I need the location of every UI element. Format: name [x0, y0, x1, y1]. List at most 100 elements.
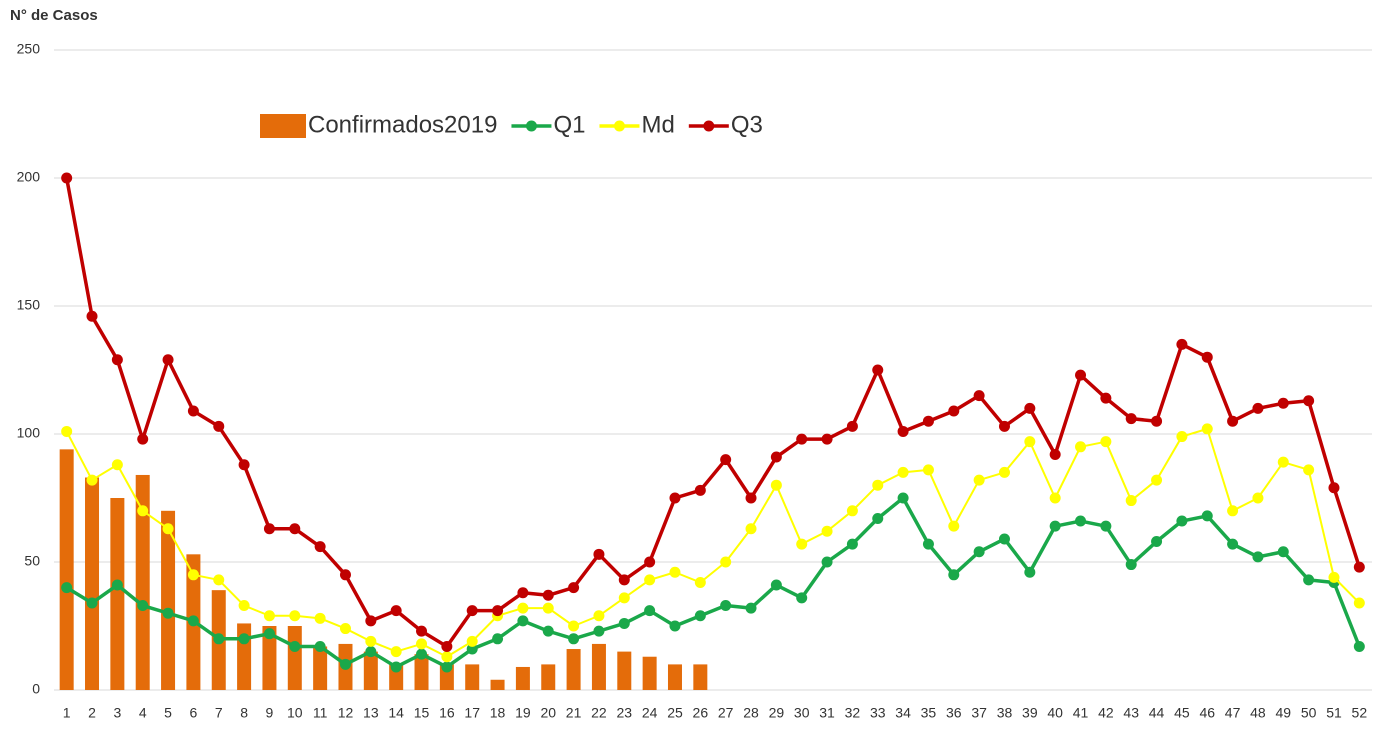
x-tick-label: 4 — [139, 705, 147, 721]
legend-swatch — [260, 114, 306, 138]
marker — [137, 600, 149, 612]
marker — [339, 623, 351, 635]
x-tick-label: 52 — [1352, 705, 1368, 721]
marker — [669, 492, 681, 504]
marker — [162, 607, 174, 619]
marker — [466, 605, 478, 617]
x-tick-label: 17 — [464, 705, 480, 721]
marker — [416, 625, 428, 637]
line — [65, 427, 1361, 658]
marker — [1049, 520, 1061, 532]
legend-marker — [613, 120, 625, 132]
marker — [238, 633, 250, 645]
marker — [390, 605, 402, 617]
marker — [1176, 431, 1188, 443]
x-tick-label: 24 — [642, 705, 658, 721]
x-tick-label: 49 — [1275, 705, 1291, 721]
marker — [1227, 415, 1239, 427]
marker — [1075, 441, 1087, 453]
marker — [821, 433, 833, 445]
x-tick-label: 41 — [1073, 705, 1089, 721]
marker — [162, 354, 174, 366]
x-tick-label: 13 — [363, 705, 379, 721]
bar — [465, 664, 480, 690]
marker — [1151, 415, 1163, 427]
bar — [566, 649, 581, 690]
marker — [1049, 492, 1061, 504]
x-tick-label: 44 — [1149, 705, 1165, 721]
marker — [669, 566, 681, 578]
x-tick-label: 30 — [794, 705, 810, 721]
marker — [1049, 448, 1061, 460]
marker — [846, 505, 858, 517]
marker — [1125, 559, 1137, 571]
marker — [922, 464, 934, 476]
marker — [1024, 436, 1036, 448]
marker — [1227, 538, 1239, 550]
bar — [110, 498, 125, 690]
marker — [1176, 515, 1188, 527]
bar — [591, 643, 606, 690]
marker — [390, 646, 402, 658]
marker — [872, 364, 884, 376]
marker — [1075, 515, 1087, 527]
marker — [1252, 402, 1264, 414]
x-tick-label: 40 — [1047, 705, 1063, 721]
x-tick-label: 22 — [591, 705, 607, 721]
bar — [414, 654, 429, 690]
marker — [1353, 561, 1365, 573]
marker — [846, 420, 858, 432]
marker — [1328, 482, 1340, 494]
marker — [365, 635, 377, 647]
marker — [1024, 402, 1036, 414]
x-tick-label: 21 — [566, 705, 582, 721]
legend-label: Confirmados2019 — [308, 111, 497, 138]
x-tick-label: 29 — [769, 705, 785, 721]
marker — [416, 638, 428, 650]
x-tick-label: 5 — [164, 705, 172, 721]
x-tick-label: 6 — [190, 705, 198, 721]
marker — [770, 479, 782, 491]
marker — [365, 646, 377, 658]
marker — [441, 661, 453, 673]
x-tick-label: 20 — [540, 705, 556, 721]
bar — [161, 510, 176, 690]
marker — [568, 633, 580, 645]
marker — [111, 579, 123, 591]
marker — [720, 556, 732, 568]
marker — [796, 538, 808, 550]
line — [64, 177, 1361, 649]
marker — [973, 546, 985, 558]
marker — [1151, 474, 1163, 486]
marker — [998, 533, 1010, 545]
bar — [135, 474, 150, 690]
marker — [618, 617, 630, 629]
marker — [796, 592, 808, 604]
legend-label: Q3 — [731, 111, 763, 138]
marker — [770, 579, 782, 591]
x-tick-label: 23 — [616, 705, 632, 721]
y-tick-label: 150 — [17, 297, 41, 313]
x-tick-label: 16 — [439, 705, 455, 721]
y-tick-label: 100 — [17, 425, 41, 441]
marker — [1100, 520, 1112, 532]
bar — [313, 646, 328, 690]
marker — [1125, 495, 1137, 507]
marker — [644, 574, 656, 586]
marker — [542, 602, 554, 614]
x-tick-label: 3 — [113, 705, 121, 721]
x-tick-label: 2 — [88, 705, 96, 721]
x-tick-label: 48 — [1250, 705, 1266, 721]
marker — [1125, 413, 1137, 425]
x-tick-label: 42 — [1098, 705, 1114, 721]
marker — [948, 569, 960, 581]
marker — [1277, 397, 1289, 409]
marker — [314, 541, 326, 553]
bar — [85, 477, 100, 690]
marker — [213, 574, 225, 586]
x-tick-label: 8 — [240, 705, 248, 721]
marker — [973, 474, 985, 486]
legend-item: Q1 — [511, 111, 585, 138]
marker — [694, 484, 706, 496]
marker — [948, 405, 960, 417]
